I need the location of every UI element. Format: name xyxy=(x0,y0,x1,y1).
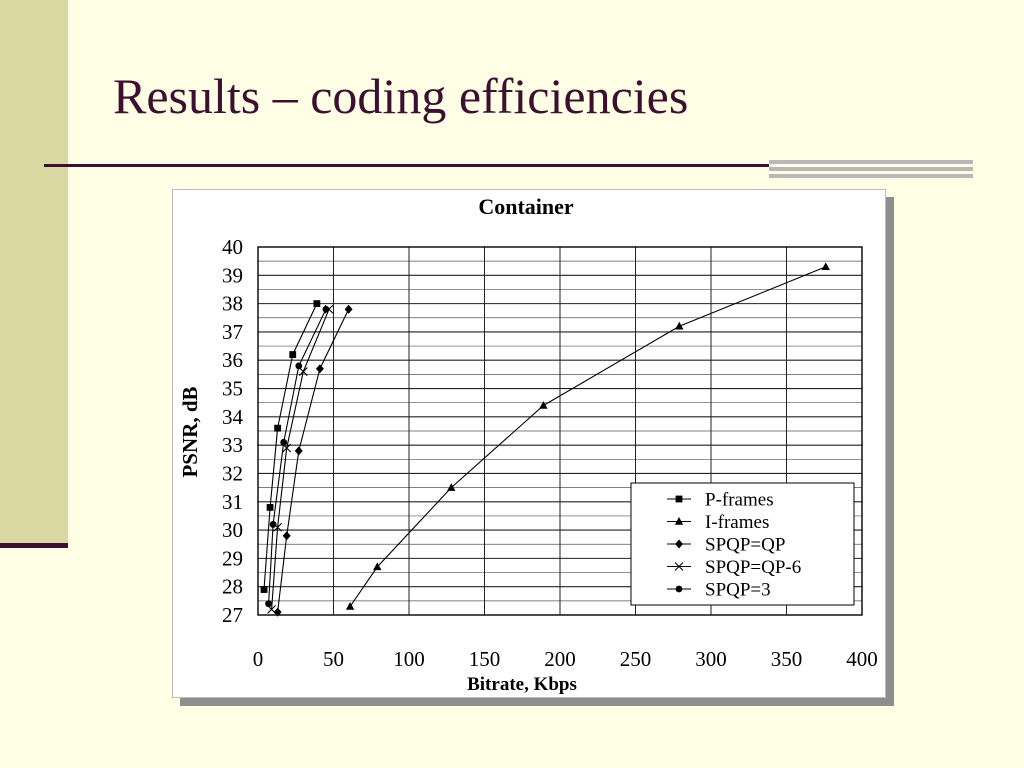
series-i-frames-point xyxy=(447,483,456,491)
y-tick-label: 33 xyxy=(222,433,243,457)
y-tick-label: 39 xyxy=(222,263,243,287)
series-spqp-qp-point xyxy=(315,364,324,374)
legend-i-frames-label: I-frames xyxy=(705,512,769,533)
y-tick-label: 28 xyxy=(222,575,243,599)
legend-p-frames-label: P-frames xyxy=(705,490,774,511)
left-accent-rule xyxy=(0,543,68,548)
series-i-frames-line xyxy=(349,266,827,607)
series-spqp-3-point xyxy=(322,305,330,313)
marker-stroke xyxy=(273,522,283,532)
legend-spqp-qp-6-label: SPQP=QP-6 xyxy=(705,557,801,578)
slide-title: Results – coding efficiencies xyxy=(113,68,689,124)
series-spqp-qp-line xyxy=(277,309,350,613)
y-tick-label: 27 xyxy=(222,603,243,627)
x-tick-label: 50 xyxy=(323,647,344,671)
x-tick-label: 300 xyxy=(695,647,727,671)
series-spqp-qp-point xyxy=(282,531,291,541)
title-decorative-stripes xyxy=(769,160,973,178)
series-spqp-3-point xyxy=(280,438,288,446)
legend-spqp-qp-label: SPQP=QP xyxy=(705,535,785,556)
series-i-frames-point xyxy=(373,562,382,571)
series-spqp-qp-point xyxy=(344,304,353,314)
y-tick-label: 40 xyxy=(222,235,243,259)
x-tick-label: 200 xyxy=(544,647,576,671)
series-p-frames-point xyxy=(266,504,274,511)
x-tick-label: 0 xyxy=(253,647,264,671)
series-spqp-qp-point xyxy=(294,446,303,456)
marker-stroke xyxy=(282,443,292,453)
series-i-frames-point xyxy=(345,602,355,610)
left-accent-bar xyxy=(0,0,68,548)
series-p-frames-point xyxy=(289,351,297,358)
series-i-frames-point xyxy=(539,401,548,409)
x-tick-label: 150 xyxy=(469,647,501,671)
series-p-frames-point xyxy=(313,300,321,308)
series-i-frames-point xyxy=(821,262,830,271)
y-tick-label: 37 xyxy=(222,320,243,344)
y-tick-label: 34 xyxy=(222,405,244,429)
legend-spqp-qp-swatch-marker xyxy=(675,539,683,549)
series-spqp-qp-6-point xyxy=(298,367,308,376)
legend-spqp-3-swatch-marker xyxy=(675,585,683,593)
series-spqp-qp-point xyxy=(273,607,282,617)
legend-spqp-qp-6-swatch-marker xyxy=(674,562,684,571)
series-spqp-3-line xyxy=(268,309,327,604)
y-tick-label: 30 xyxy=(222,518,243,542)
series-i-frames-point xyxy=(675,321,684,330)
x-tick-label: 350 xyxy=(771,647,803,671)
y-tick-label: 32 xyxy=(222,461,243,485)
series-spqp-3-point xyxy=(269,521,277,528)
marker-stroke xyxy=(267,604,276,614)
series-p-frames-point xyxy=(260,586,268,593)
chart-title: Container xyxy=(478,194,574,219)
x-axis-label: Bitrate, Kbps xyxy=(467,674,577,695)
y-tick-label: 31 xyxy=(222,490,243,514)
series-spqp-3-point xyxy=(295,362,303,370)
y-axis-label: PSNR, dB xyxy=(178,386,202,477)
plot-border xyxy=(257,246,863,616)
x-tick-label: 400 xyxy=(846,647,878,671)
x-tick-label: 100 xyxy=(393,647,425,671)
marker-stroke xyxy=(674,562,684,571)
legend-p-frames-swatch-marker xyxy=(675,495,683,503)
title-underline xyxy=(44,164,770,167)
x-tick-label: 250 xyxy=(620,647,652,671)
chart-frame: Container 27 28 29 30 31 32 33 34 35 36 37 38 39 40 0 5… xyxy=(172,189,886,698)
legend-i-frames-swatch-marker xyxy=(674,517,684,525)
marker-stroke xyxy=(298,367,308,376)
series-spqp-3-point xyxy=(265,600,272,608)
series-p-frames-point xyxy=(274,424,282,432)
y-tick-label: 29 xyxy=(222,546,243,570)
legend-spqp-3-label: SPQP=3 xyxy=(705,580,771,601)
chart-series xyxy=(260,262,830,617)
y-tick-label: 36 xyxy=(222,348,243,372)
y-tick-label: 38 xyxy=(222,292,243,316)
y-tick-label: 35 xyxy=(222,377,243,401)
